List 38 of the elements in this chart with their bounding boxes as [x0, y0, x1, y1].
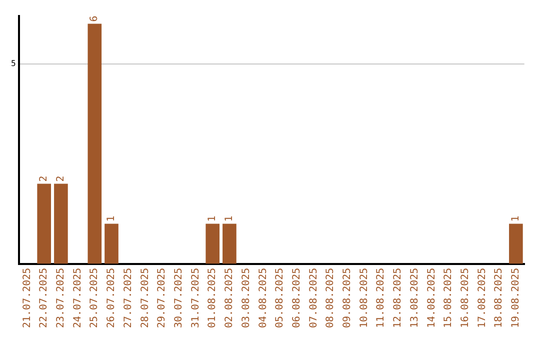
- x-tick-label: 09.08.2025: [342, 268, 354, 328]
- x-tick-label: 25.07.2025: [89, 268, 100, 328]
- x-tick-label: 16.08.2025: [460, 268, 471, 328]
- data-label: 1: [106, 216, 118, 222]
- x-tick-label: 01.08.2025: [207, 268, 218, 328]
- x-tick-label: 10.08.2025: [358, 268, 370, 328]
- x-tick-label: 22.07.2025: [38, 268, 50, 328]
- x-tick-label: 28.07.2025: [140, 268, 151, 328]
- y-tick-label: 5: [10, 58, 16, 68]
- x-tick-label: 27.07.2025: [122, 268, 134, 328]
- x-tick-label: 07.08.2025: [308, 268, 320, 328]
- x-tick-label: 18.08.2025: [494, 268, 505, 328]
- data-label: 1: [207, 216, 218, 222]
- x-tick-label: 13.08.2025: [409, 268, 420, 328]
- x-tick-label: 30.07.2025: [174, 268, 184, 328]
- x-tick-label: 12.08.2025: [392, 268, 404, 328]
- x-tick-label: 14.08.2025: [426, 268, 438, 328]
- x-tick-label: 31.07.2025: [190, 268, 202, 328]
- x-tick-label: 23.07.2025: [56, 268, 67, 328]
- x-tick-label: 19.08.2025: [510, 268, 522, 328]
- x-tick-label: 21.07.2025: [22, 268, 33, 328]
- x-tick-label: 26.07.2025: [106, 268, 118, 328]
- x-tick-label: 03.08.2025: [240, 268, 252, 328]
- data-label: 6: [89, 16, 100, 22]
- x-tick-label: 02.08.2025: [224, 268, 236, 328]
- data-label: 2: [56, 176, 67, 182]
- x-tick-label: 06.08.2025: [291, 268, 302, 328]
- x-tick-label: 17.08.2025: [476, 268, 488, 328]
- data-label: 2: [38, 176, 50, 182]
- x-tick-label: 15.08.2025: [443, 268, 454, 328]
- x-tick-label: 24.07.2025: [72, 268, 84, 328]
- x-tick-label: 08.08.2025: [325, 268, 336, 328]
- x-tick-label: 29.07.2025: [156, 268, 168, 328]
- x-tick-label: 11.08.2025: [376, 268, 387, 328]
- x-tick-label: 04.08.2025: [258, 268, 269, 328]
- data-label: 1: [224, 216, 236, 222]
- x-tick-label: 05.08.2025: [274, 268, 286, 328]
- data-label: 1: [510, 216, 522, 222]
